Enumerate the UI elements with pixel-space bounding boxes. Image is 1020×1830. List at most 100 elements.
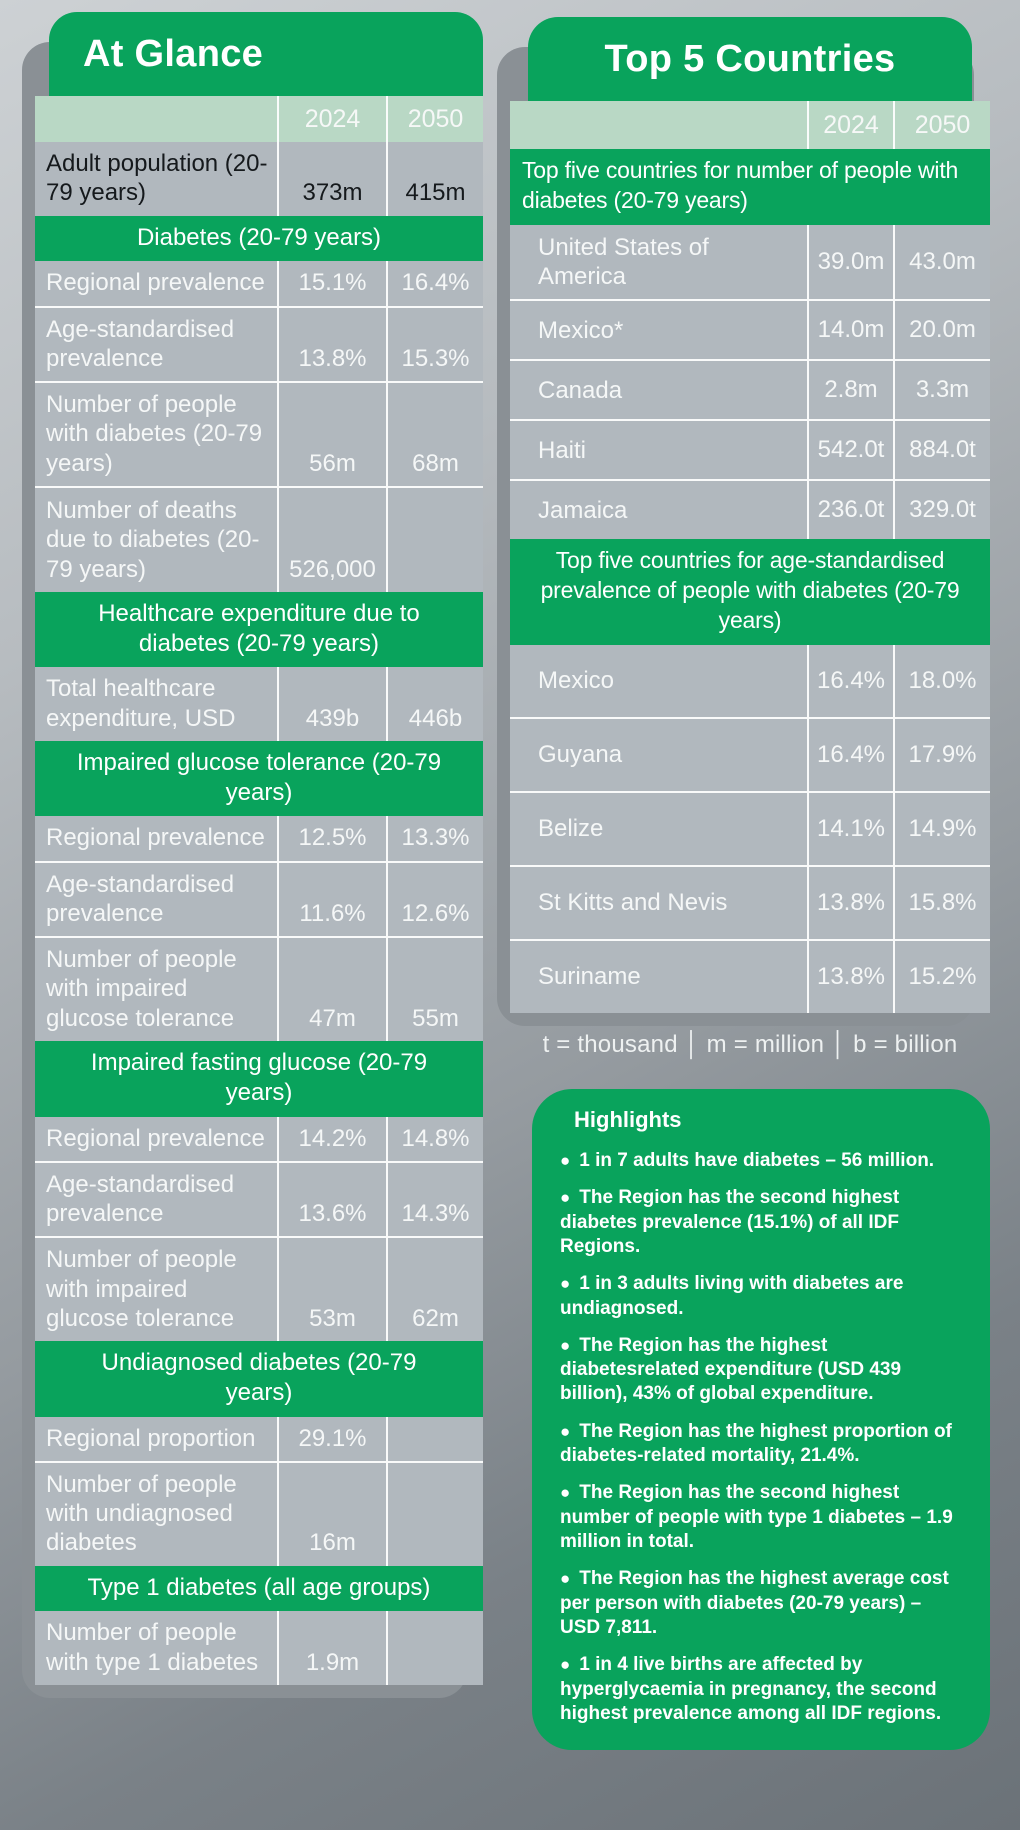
row-label: Number of people with impaired glucose t… (46, 946, 237, 1032)
value-2024: 13.8% (277, 307, 386, 382)
value-2024: 16.4% (807, 718, 893, 791)
country-row: Mexico* 14.0m 20.0m (510, 299, 990, 360)
row-label: Age-standardised prevalence (46, 1170, 235, 1228)
country-name: Mexico* (538, 316, 624, 344)
value-2050 (386, 1462, 483, 1566)
table-row: Number of people with undiagnosed diabet… (35, 1460, 483, 1566)
table-row: Age-standardised prevalence 11.6% 12.6% (35, 860, 483, 937)
table-row: Regional proportion 29.1% (35, 1416, 483, 1461)
country-row: Belize 14.1% 14.9% (510, 790, 990, 865)
value-2024: 236.0t (807, 481, 893, 540)
table-row: Regional prevalence 14.2% 14.8% (35, 1116, 483, 1161)
table-row: Regional prevalence 12.5% 13.3% (35, 816, 483, 861)
country-row: United States of America 39.0m 43.0m (510, 224, 990, 300)
value-2024: 439b (277, 667, 386, 741)
table-row: Total healthcare expenditure, USD 439b 4… (35, 667, 483, 741)
at-glance-title: At Glance (49, 12, 483, 96)
country-row: Haiti 542.0t 884.0t (510, 419, 990, 480)
section-header: Impaired glucose tolerance (20-79 years) (35, 740, 483, 817)
highlight-item: The Region has the highest average cost … (560, 1567, 964, 1640)
country-row: Jamaica 236.0t 329.0t (510, 479, 990, 540)
glance-empty-header-cell (35, 96, 277, 142)
top5-col-2024: 2024 (807, 101, 893, 149)
value-2050: 15.2% (893, 940, 990, 1013)
value-2024: 14.0m (807, 301, 893, 360)
section-header: Undiagnosed diabetes (20-79 years) (35, 1341, 483, 1417)
value-2024: 12.5% (277, 816, 386, 861)
value-2050: 884.0t (893, 421, 990, 480)
value-2024: 15.1% (277, 261, 386, 306)
value-2050: 3.3m (893, 361, 990, 420)
value-2050: 43.0m (893, 224, 990, 300)
value-2024: 1.9m (277, 1611, 386, 1685)
row-label: Number of deaths due to diabetes (20-79 … (46, 497, 260, 583)
value-2050: 14.8% (386, 1116, 483, 1161)
value-2050: 55m (386, 938, 483, 1041)
top5-panel: Top 5 Countries 2024 2050 Top five count… (497, 17, 990, 1026)
table-row: Age-standardised prevalence 13.6% 14.3% (35, 1160, 483, 1237)
value-2050: 12.6% (386, 862, 483, 937)
table-row: Regional prevalence 15.1% 16.4% (35, 261, 483, 306)
value-2050: 18.0% (893, 644, 990, 717)
value-2024: 13.8% (807, 940, 893, 1013)
value-2050 (386, 487, 483, 592)
value-2024: 542.0t (807, 421, 893, 480)
banner-age-standardised-prevalence: Top five countries for age-standardised … (510, 539, 990, 645)
country-name: St Kitts and Nevis (538, 889, 728, 917)
country-name: Mexico (538, 667, 615, 695)
value-2050: 15.3% (386, 307, 483, 382)
glance-table: Adult population (20-79 years) 373m 415m… (35, 142, 483, 1685)
highlights-title: Highlights (574, 1106, 682, 1132)
value-2050: 68m (386, 383, 483, 486)
value-2024: 16m (277, 1462, 386, 1566)
country-row: Canada 2.8m 3.3m (510, 359, 990, 420)
value-2024: 13.6% (277, 1162, 386, 1237)
row-label: Age-standardised prevalence (46, 870, 235, 927)
value-2024: 14.2% (277, 1116, 386, 1161)
value-2024: 526,000 (277, 487, 386, 592)
value-2024: 56m (277, 383, 386, 486)
country-name: Jamaica (538, 496, 628, 524)
section-header: Healthcare expenditure due to diabetes (… (35, 591, 483, 668)
table-row: Age-standardised prevalence 13.8% 15.3% (35, 305, 483, 382)
value-2050: 62m (386, 1238, 483, 1342)
country-row: Suriname 13.8% 15.2% (510, 938, 990, 1013)
highlights-card: Highlights 1 in 7 adults have diabetes –… (532, 1088, 990, 1751)
value-2050 (386, 1416, 483, 1461)
country-name: Guyana (538, 741, 623, 769)
row-label: Number of people with diabetes (20-79 ye… (46, 391, 263, 477)
top5-col-2050: 2050 (893, 101, 990, 149)
banner-number-of-people: Top five countries for number of people … (510, 149, 990, 225)
table-row: Adult population (20-79 years) 373m 415m (35, 142, 483, 216)
glance-col-2050: 2050 (386, 96, 483, 142)
row-label: Total healthcare expenditure, USD (46, 675, 236, 732)
value-2024: 39.0m (807, 224, 893, 300)
value-2024: 11.6% (277, 862, 386, 937)
top5-column-header-row: 2024 2050 (510, 101, 990, 149)
table-row: Number of people with impaired glucose t… (35, 936, 483, 1041)
section-header: Type 1 diabetes (all age groups) (35, 1565, 483, 1612)
value-2050: 14.9% (893, 792, 990, 865)
top5-number-table: United States of America 39.0m 43.0m Mex… (510, 224, 990, 540)
row-label: Regional proportion (46, 1424, 256, 1452)
section-header: Diabetes (20-79 years) (35, 215, 483, 262)
table-row: Number of people with diabetes (20-79 ye… (35, 381, 483, 486)
value-2050: 329.0t (893, 481, 990, 540)
row-label: Age-standardised prevalence (46, 315, 235, 372)
country-name: Belize (538, 815, 604, 843)
value-2050: 446b (386, 667, 483, 741)
country-row: Guyana 16.4% 17.9% (510, 716, 990, 791)
value-2050: 17.9% (893, 718, 990, 791)
top5-title: Top 5 Countries (528, 17, 972, 101)
row-label: Number of people with type 1 diabetes (46, 1619, 259, 1676)
value-2024: 47m (277, 938, 386, 1041)
highlight-item: 1 in 4 live births are affected by hyper… (560, 1653, 964, 1726)
value-2050 (386, 1611, 483, 1685)
value-2024: 14.1% (807, 792, 893, 865)
country-name: Suriname (538, 963, 641, 991)
table-row: Number of people with impaired glucose t… (35, 1236, 483, 1342)
top5-prevalence-table: Mexico 16.4% 18.0% Guyana 16.4% 17.9% Be… (510, 644, 990, 1013)
country-row: Mexico 16.4% 18.0% (510, 644, 990, 717)
top5-empty-header-cell (510, 101, 807, 149)
